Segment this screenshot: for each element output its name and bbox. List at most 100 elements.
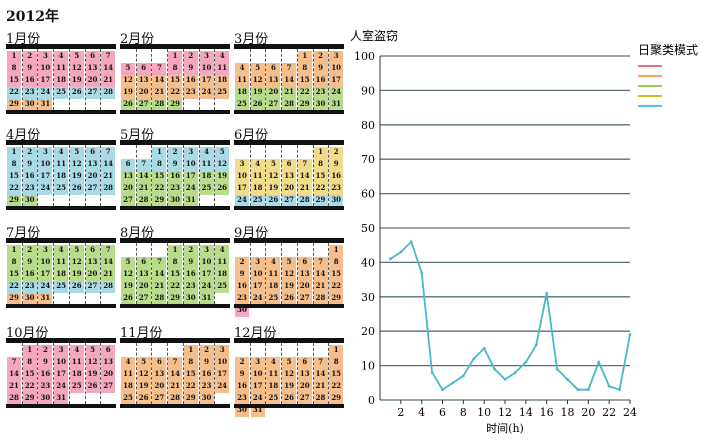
data-point (576, 388, 580, 392)
column-divider (135, 49, 137, 110)
day-cell: 29 (183, 393, 198, 405)
day-cell: 27 (85, 281, 100, 293)
day-cell: 15 (7, 75, 21, 87)
day-cell: 9 (22, 159, 37, 171)
day-cell: 27 (297, 393, 312, 405)
column-divider (312, 243, 314, 304)
day-cell: 14 (136, 171, 151, 183)
day-cell: 16 (168, 171, 183, 183)
day-cell: 21 (313, 381, 328, 393)
month-calendar: 1 2 3 4 5 6 7 8 9 10 11 12 13 14 15 16 17 18 19 20 21 22 23 24 2… (120, 140, 230, 210)
day-cell: 27 (85, 183, 100, 195)
data-point (524, 360, 528, 364)
day-cell: 3 (199, 51, 214, 63)
day-cell: 26 (282, 393, 297, 405)
day-cell: 8 (152, 159, 167, 171)
day-cell: 7 (136, 159, 151, 171)
day-cell: 16 (22, 269, 37, 281)
day-cell: 5 (136, 357, 151, 369)
day-cell: 28 (282, 99, 297, 111)
day-cell: 27 (121, 195, 135, 207)
day-cell: 4 (215, 51, 230, 63)
calendar-header-bar (120, 238, 230, 243)
column-divider (53, 49, 55, 110)
x-tick-label: 14 (519, 406, 533, 419)
day-cell: 19 (69, 75, 84, 87)
calendar-footer-bar (6, 110, 116, 114)
month-title: 4月份 (6, 128, 41, 143)
day-cell: 3 (183, 147, 198, 159)
day-cell: 4 (54, 51, 69, 63)
month-calendar: 1 2 3 4 5 6 7 8 9 10 11 12 13 14 15 16 17 18 19 20 21 22 23 24 2… (234, 140, 344, 210)
day-cell: 24 (38, 281, 53, 293)
x-tick-label: 4 (418, 406, 425, 419)
day-cell: 22 (313, 183, 328, 195)
day-cell: 30 (38, 393, 53, 405)
day-cell: 14 (282, 75, 297, 87)
day-cell: 29 (7, 293, 21, 305)
data-point (607, 384, 611, 388)
day-cell: 23 (22, 183, 37, 195)
day-cell: 23 (329, 183, 344, 195)
day-cell: 3 (199, 245, 214, 257)
calendar-footer-bar (234, 206, 344, 210)
day-cell: 26 (215, 183, 230, 195)
day-cell: 15 (183, 369, 198, 381)
day-cell: 8 (183, 357, 198, 369)
data-point (472, 357, 476, 361)
day-cell: 25 (250, 195, 265, 207)
column-divider (53, 243, 55, 304)
day-cell: 2 (183, 245, 198, 257)
day-cell: 20 (85, 171, 100, 183)
column-divider (21, 243, 23, 304)
day-cell: 25 (54, 281, 69, 293)
month-calendar: 1 2 3 4 5 6 7 8 9 10 11 12 13 14 15 16 17 18 19 20 21 22 23 24 2… (234, 338, 344, 417)
calendar-footer-bar (6, 404, 116, 408)
day-cell: 25 (121, 393, 135, 405)
day-cell: 4 (235, 63, 249, 75)
column-divider (198, 243, 200, 304)
column-divider (296, 343, 298, 404)
calendar-header-bar (234, 338, 344, 343)
day-cell: 12 (69, 159, 84, 171)
day-cell: 13 (136, 269, 151, 281)
day-cell: 27 (136, 293, 151, 305)
column-divider (167, 145, 169, 206)
day-cell: 27 (152, 393, 167, 405)
day-cell: 19 (282, 381, 297, 393)
day-cell: 14 (313, 269, 328, 281)
x-axis-label: 时间(h) (486, 422, 524, 435)
day-cell: 10 (38, 257, 53, 269)
x-tick-label: 6 (439, 406, 446, 419)
y-tick-label: 60 (361, 188, 375, 201)
column-divider (21, 145, 23, 206)
day-cell: 19 (121, 281, 135, 293)
day-cell: 20 (297, 381, 312, 393)
x-tick-label: 24 (623, 406, 637, 419)
day-cell: 7 (152, 63, 167, 75)
day-cell: 26 (121, 99, 135, 111)
day-cell: 18 (215, 75, 230, 87)
column-divider (68, 49, 70, 110)
day-cell: 8 (168, 257, 183, 269)
data-point (420, 271, 424, 275)
day-cell: 22 (152, 183, 167, 195)
day-cell: 23 (38, 381, 53, 393)
column-divider (328, 145, 330, 206)
day-cell: 15 (297, 75, 312, 87)
day-cell: 30 (235, 405, 249, 417)
day-cell: 3 (54, 345, 69, 357)
column-divider (68, 243, 70, 304)
day-cell: 23 (183, 87, 198, 99)
day-cell: 27 (85, 87, 100, 99)
day-cell: 23 (313, 87, 328, 99)
day-cell: 22 (168, 87, 183, 99)
column-divider (281, 343, 283, 404)
day-cell: 14 (101, 159, 116, 171)
day-cell: 16 (199, 369, 214, 381)
day-cell: 9 (22, 257, 37, 269)
day-cell: 2 (235, 357, 249, 369)
day-cell: 3 (250, 257, 265, 269)
column-divider (328, 343, 330, 404)
data-point (451, 381, 455, 385)
